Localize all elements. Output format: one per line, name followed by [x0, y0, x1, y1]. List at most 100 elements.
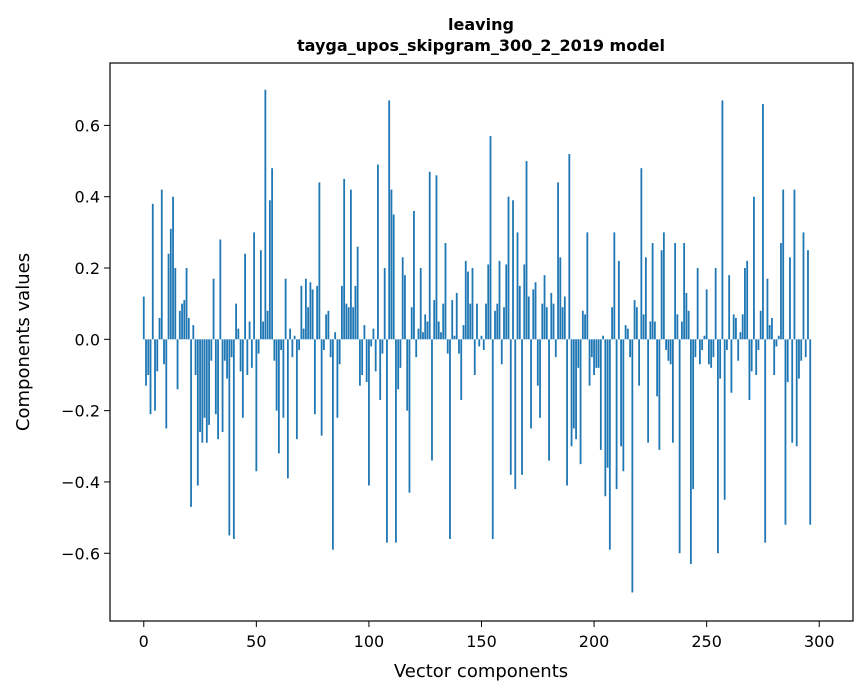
chart-title-line2: tayga_upos_skipgram_300_2_2019 model: [297, 36, 665, 55]
bar: [219, 239, 222, 340]
bar: [791, 339, 794, 443]
chart-title-line1: leaving: [448, 15, 514, 34]
bar: [509, 339, 512, 475]
x-tick-label: 150: [466, 632, 497, 651]
bar: [336, 339, 339, 418]
bar: [588, 339, 591, 386]
bar: [512, 200, 514, 340]
bar: [507, 196, 510, 340]
y-tick-label: 0.6: [75, 116, 100, 135]
bar: [286, 339, 289, 479]
bar: [701, 339, 704, 351]
bar: [602, 335, 604, 340]
y-tick-label: −0.6: [61, 544, 100, 563]
bar: [651, 243, 654, 340]
bar: [199, 339, 201, 433]
bar: [660, 250, 663, 340]
bar: [309, 282, 312, 340]
bar: [735, 317, 737, 340]
bar: [487, 264, 490, 340]
bar: [453, 335, 456, 340]
bar: [566, 339, 568, 486]
bar: [246, 339, 249, 375]
bar: [239, 339, 242, 372]
bar: [782, 189, 785, 340]
bar: [777, 335, 780, 340]
x-axis-label: Vector components: [394, 661, 568, 682]
bar: [192, 325, 195, 340]
bar: [374, 339, 377, 372]
bar: [766, 278, 769, 340]
bar: [579, 339, 582, 465]
bar: [464, 260, 467, 340]
bar: [626, 328, 629, 340]
bar: [570, 339, 573, 447]
bar: [151, 203, 154, 340]
bar: [712, 339, 715, 358]
bar: [145, 339, 147, 386]
bar: [237, 328, 240, 340]
bar: [408, 339, 411, 493]
bar: [399, 339, 402, 368]
bar: [723, 339, 726, 500]
bar: [759, 310, 762, 340]
bar: [473, 339, 476, 375]
bar: [451, 300, 454, 340]
bar: [381, 339, 384, 354]
bar: [350, 189, 352, 340]
bar: [379, 339, 382, 400]
bar: [545, 307, 548, 340]
bar: [176, 339, 179, 390]
bar: [705, 289, 708, 340]
bar: [568, 153, 571, 340]
bar: [428, 171, 431, 340]
bar: [325, 314, 328, 340]
bar: [259, 250, 262, 340]
bar: [732, 314, 735, 340]
bar: [167, 253, 170, 340]
bar: [638, 339, 641, 386]
bar: [275, 339, 278, 411]
bar: [327, 310, 330, 340]
bar: [550, 292, 553, 340]
bar: [572, 339, 575, 429]
bar: [183, 300, 186, 340]
bar: [775, 339, 778, 347]
bar: [671, 339, 674, 443]
bar: [142, 296, 145, 340]
bar: [230, 339, 233, 358]
bar: [284, 278, 287, 340]
bar: [541, 303, 544, 340]
bar: [241, 339, 244, 418]
bar: [289, 328, 292, 340]
bar: [440, 332, 442, 340]
bar: [273, 339, 276, 361]
bar: [347, 307, 350, 340]
bar: [442, 303, 445, 340]
bar: [584, 314, 586, 340]
bar: [178, 310, 181, 340]
bar: [676, 314, 679, 340]
bar: [593, 339, 595, 375]
bar: [228, 339, 231, 536]
bar: [726, 339, 728, 351]
bar: [449, 339, 451, 539]
bar: [226, 339, 228, 379]
bar: [674, 243, 677, 340]
bar: [577, 339, 580, 368]
bar: [762, 104, 764, 340]
bar: [559, 257, 562, 340]
bar: [424, 314, 427, 340]
bar: [728, 275, 731, 340]
bar: [410, 307, 413, 340]
bar: [165, 339, 168, 429]
bar: [268, 200, 271, 340]
bar: [419, 268, 422, 340]
bar: [194, 339, 197, 375]
bar: [356, 246, 359, 340]
bar: [575, 339, 577, 440]
y-tick-label: 0.2: [75, 259, 100, 278]
bar: [753, 196, 755, 340]
bar: [235, 303, 237, 340]
bar: [642, 314, 645, 340]
